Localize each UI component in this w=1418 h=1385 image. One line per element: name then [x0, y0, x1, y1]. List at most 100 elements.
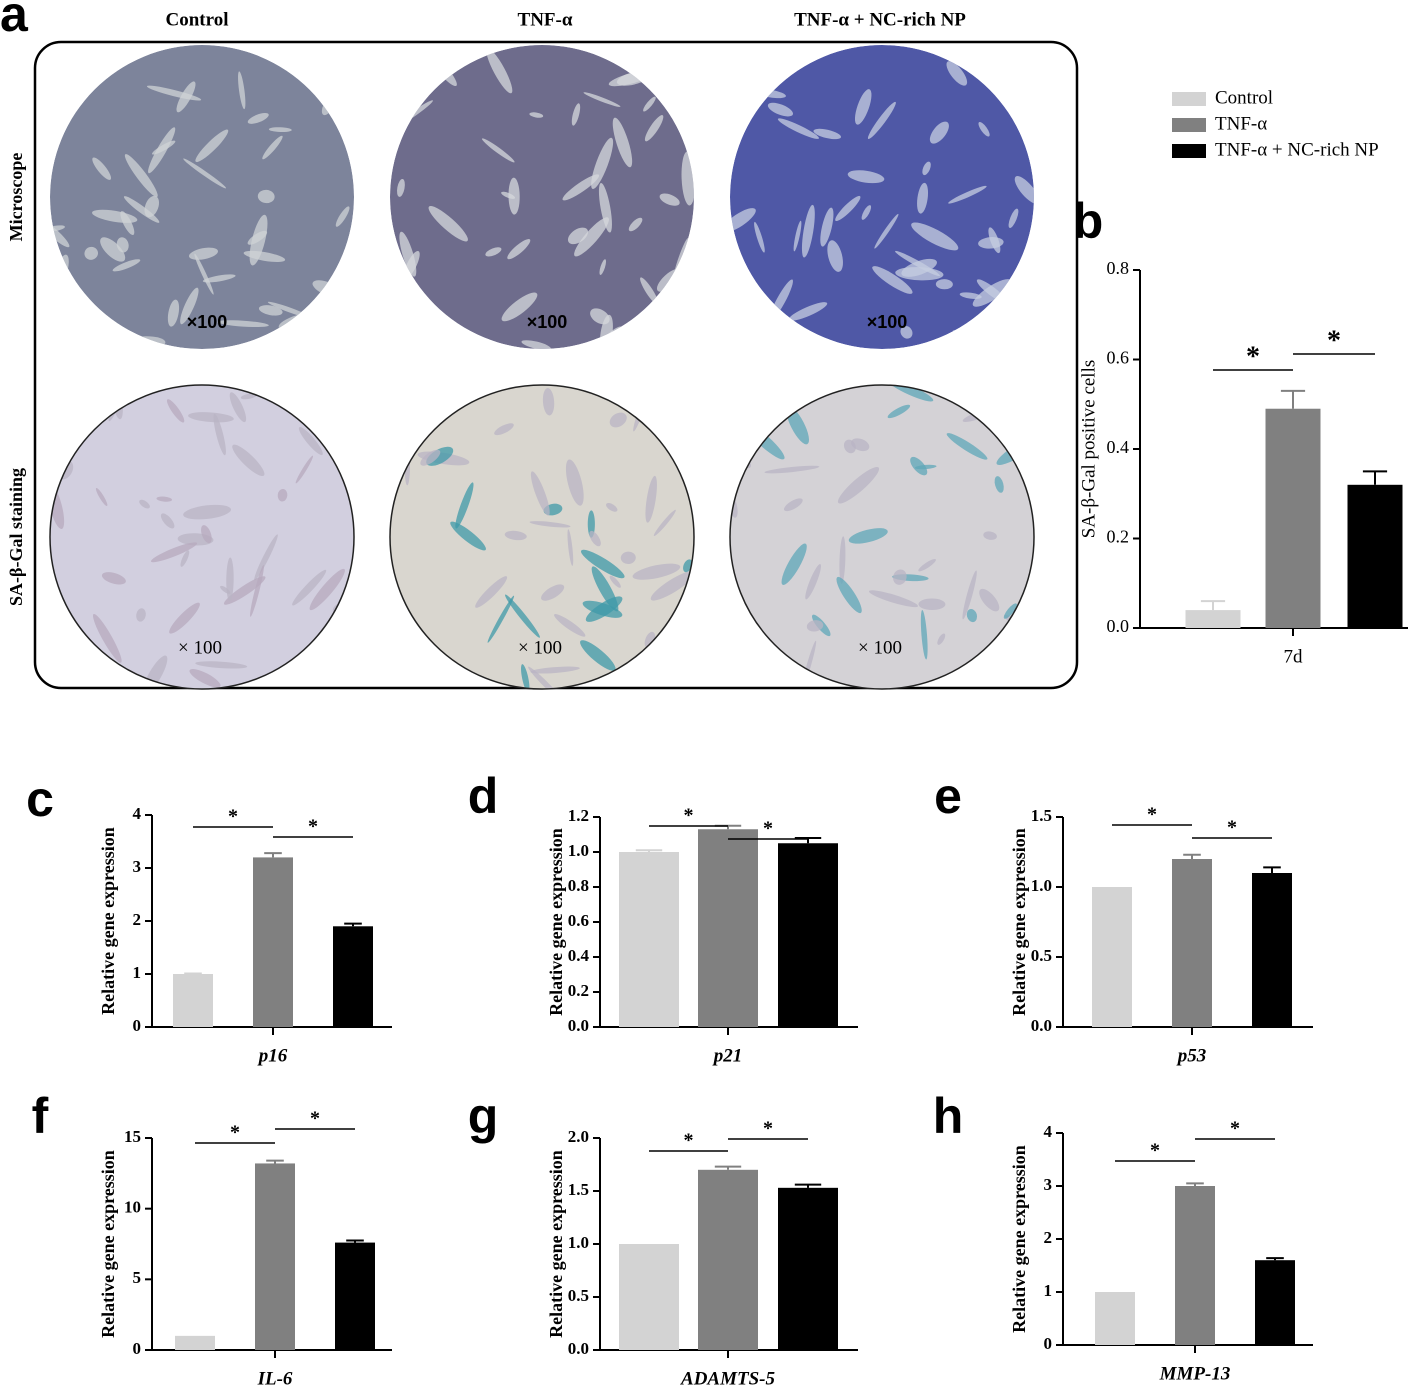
micrograph-background [390, 45, 694, 349]
cell [754, 221, 765, 253]
y-tick-label: 2 [133, 910, 142, 929]
cell [309, 568, 345, 611]
bar [698, 829, 758, 1027]
cell [580, 640, 616, 671]
cell [598, 182, 612, 233]
cell [313, 76, 327, 89]
panel-letter: d [468, 768, 499, 824]
cell [166, 399, 185, 423]
cell [609, 412, 627, 428]
cell [390, 82, 419, 115]
y-tick-label: 3 [1044, 1175, 1053, 1194]
cell [801, 204, 815, 258]
bar [1347, 484, 1403, 628]
cell [229, 392, 247, 423]
y-tick-label: 2.0 [568, 1127, 589, 1146]
bar [335, 1242, 375, 1350]
cell [952, 330, 973, 337]
cell [541, 584, 565, 601]
cell [730, 667, 758, 689]
cell [428, 205, 468, 242]
cell [100, 237, 126, 262]
bar [778, 1187, 838, 1350]
cell [123, 196, 160, 223]
cell [249, 214, 268, 266]
cell [659, 193, 680, 206]
cell [861, 205, 872, 220]
cell [854, 89, 872, 125]
panel-letter: h [933, 1088, 964, 1144]
y-tick-label: 1 [1044, 1281, 1053, 1300]
significance-label: * [684, 1130, 694, 1152]
y-tick-label: 1.0 [1031, 876, 1052, 895]
y-tick-label: 0.0 [1031, 1016, 1052, 1035]
cell [150, 542, 198, 563]
cell [167, 299, 180, 327]
magnification: × 100 [178, 637, 222, 658]
cell [612, 117, 633, 168]
cell [567, 227, 589, 245]
y-tick-label: 0.4 [1107, 437, 1130, 457]
cell [643, 96, 656, 112]
cell [820, 207, 834, 247]
micrograph-border [389, 384, 695, 690]
cell [653, 509, 676, 537]
cell [1004, 614, 1034, 646]
cell [970, 669, 1020, 682]
significance-label: * [1150, 1140, 1160, 1162]
cell [406, 389, 438, 412]
cell [292, 569, 327, 606]
error-bar [1362, 470, 1388, 485]
y-axis-label: Relative gene expression [1009, 1145, 1029, 1333]
y-tick-label: 0.2 [1107, 527, 1130, 547]
error-bar [794, 1183, 822, 1188]
error-bar [1183, 853, 1201, 859]
cell [937, 633, 946, 645]
error-bar [1263, 866, 1281, 873]
bar [1092, 887, 1132, 1027]
cell [390, 45, 430, 61]
magnification: ×100 [867, 312, 908, 332]
cell [487, 595, 515, 643]
cell [125, 336, 166, 349]
row-title: Microscope [6, 153, 26, 242]
legend-swatch [1172, 118, 1206, 132]
cell [868, 590, 918, 608]
legend-swatch [1172, 92, 1206, 106]
error-bar [184, 972, 202, 975]
micrograph [730, 385, 1034, 689]
cell [847, 170, 885, 184]
panel-letter: c [26, 771, 54, 827]
cell [632, 563, 681, 580]
cell [922, 161, 931, 176]
cell [983, 531, 997, 540]
y-tick-label: 1.0 [568, 1233, 589, 1252]
cell [180, 287, 199, 325]
cell [606, 503, 618, 512]
micrograph-background [730, 45, 1034, 349]
cell [156, 496, 173, 502]
y-tick-label: 0.5 [568, 1286, 589, 1305]
cell [1001, 421, 1010, 433]
x-tick-label: p16 [257, 1045, 288, 1066]
cell [1003, 603, 1017, 619]
y-tick-label: 0.5 [1031, 946, 1052, 965]
cell [201, 525, 212, 544]
cell [475, 576, 508, 608]
cell [580, 549, 625, 579]
cell [788, 302, 828, 321]
cell [390, 666, 419, 684]
cell [810, 341, 828, 349]
micrograph-background [50, 45, 354, 349]
cell [529, 112, 544, 118]
bar [1172, 859, 1212, 1027]
cell [223, 576, 266, 605]
cell [420, 449, 441, 466]
cell [257, 189, 275, 204]
cell [268, 127, 292, 133]
cell [529, 521, 571, 528]
cell [911, 222, 959, 251]
cell [183, 158, 227, 189]
cell [962, 570, 977, 620]
micrograph-border [729, 384, 1035, 690]
